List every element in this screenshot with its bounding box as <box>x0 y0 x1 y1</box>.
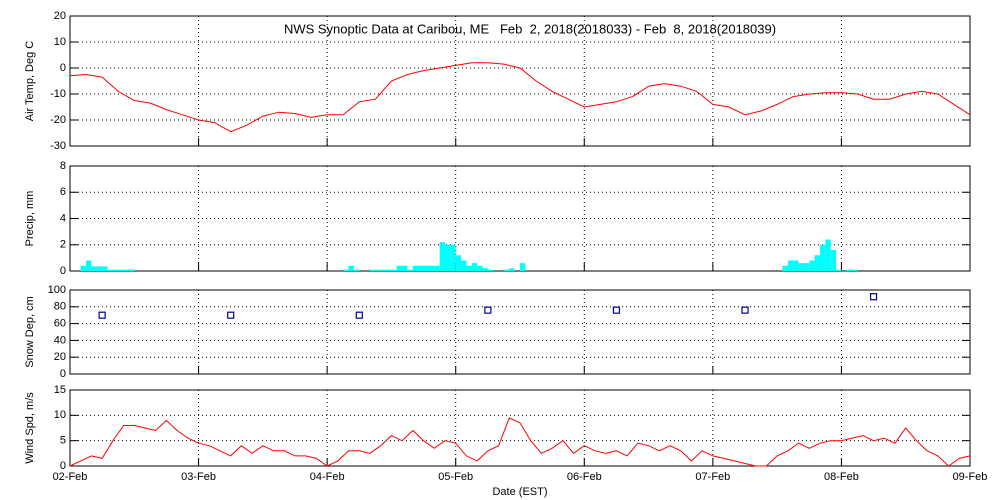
y-tick-label: 60 <box>54 318 66 330</box>
y-axis-label: Snow Dep, cm <box>24 296 36 368</box>
bar <box>503 269 510 271</box>
y-tick-label: -30 <box>50 140 66 152</box>
y-tick-label: 80 <box>54 301 66 313</box>
bar <box>428 265 435 271</box>
bar <box>353 269 360 271</box>
bar <box>123 269 129 271</box>
bar <box>466 265 472 271</box>
y-tick-label: 8 <box>60 160 66 172</box>
y-tick-label: 40 <box>54 334 66 346</box>
bar <box>102 266 108 271</box>
y-tick-label: 100 <box>48 284 66 296</box>
x-tick-label: 09-Feb <box>953 471 988 483</box>
y-tick-label: 0 <box>60 62 66 74</box>
y-tick-label: 10 <box>54 409 66 421</box>
bar <box>96 266 103 271</box>
data-line <box>69 62 971 133</box>
bar <box>412 265 419 271</box>
bar <box>380 269 387 271</box>
y-tick-label: 0 <box>60 460 66 472</box>
y-tick-label: -20 <box>50 114 66 126</box>
point <box>741 306 749 314</box>
point <box>98 311 106 319</box>
point <box>869 293 878 301</box>
bar <box>370 269 376 271</box>
bar <box>793 260 799 271</box>
bar <box>852 269 858 271</box>
bar <box>814 255 820 271</box>
point <box>484 306 492 314</box>
y-tick-label: 5 <box>60 435 66 447</box>
bar <box>128 269 135 271</box>
x-tick-label: 07-Feb <box>695 471 730 483</box>
y-tick-label: 10 <box>54 36 66 48</box>
y-axis-label: Air Temp, Deg C <box>24 41 36 122</box>
bar <box>487 269 494 271</box>
plot-frame <box>69 389 971 467</box>
bar <box>343 269 349 271</box>
y-tick-label: 20 <box>54 10 66 22</box>
bar <box>107 269 113 271</box>
bar <box>80 265 87 271</box>
bar <box>820 244 826 271</box>
bar <box>386 269 392 271</box>
bar <box>782 265 788 271</box>
bar <box>482 268 488 271</box>
x-tick-label: 02-Feb <box>53 471 88 483</box>
y-tick-label: 6 <box>60 186 66 198</box>
point <box>355 311 363 319</box>
bar <box>509 268 515 271</box>
bar <box>836 269 842 271</box>
point <box>612 306 621 314</box>
bar <box>402 265 408 271</box>
bar <box>450 244 456 271</box>
bar <box>798 263 804 271</box>
x-tick-label: 03-Feb <box>181 471 216 483</box>
bar <box>461 260 467 271</box>
bar <box>86 260 92 271</box>
bar <box>396 265 403 271</box>
bar <box>118 269 124 271</box>
plot-frame <box>69 289 971 375</box>
bar <box>391 269 397 271</box>
data-line <box>69 417 971 467</box>
bar <box>434 265 440 271</box>
x-tick-label: 05-Feb <box>438 471 473 483</box>
bar <box>830 250 837 271</box>
bar <box>787 260 794 271</box>
y-axis-label: Wind Spd, m/s <box>24 392 36 464</box>
bar <box>375 269 381 271</box>
bar <box>477 265 483 271</box>
bar <box>455 255 462 271</box>
bar <box>418 265 424 271</box>
y-tick-label: 0 <box>60 265 66 277</box>
bar <box>407 269 413 271</box>
x-tick-label: 04-Feb <box>310 471 345 483</box>
bar <box>445 244 451 271</box>
y-tick-label: 0 <box>60 368 66 380</box>
bar <box>112 269 119 271</box>
bar <box>846 269 853 271</box>
bar <box>520 263 526 271</box>
bar <box>809 260 815 271</box>
bar <box>348 265 354 271</box>
x-axis-label: Date (EST) <box>492 486 547 498</box>
x-tick-label: 08-Feb <box>824 471 859 483</box>
bar <box>91 266 97 271</box>
y-tick-label: 4 <box>60 212 66 224</box>
bar <box>439 242 445 271</box>
y-axis-label: Precip, mm <box>24 191 36 247</box>
bar <box>803 263 810 271</box>
y-tick-label: 2 <box>60 239 66 251</box>
chart-title: NWS Synoptic Data at Caribou, ME Feb 2, … <box>284 21 776 36</box>
y-tick-label: 20 <box>54 351 66 363</box>
bar <box>471 263 478 271</box>
x-tick-label: 06-Feb <box>567 471 602 483</box>
bar <box>825 239 831 271</box>
point <box>227 311 235 319</box>
y-tick-label: 15 <box>54 384 66 396</box>
y-tick-label: -10 <box>50 88 66 100</box>
bar <box>423 265 429 271</box>
